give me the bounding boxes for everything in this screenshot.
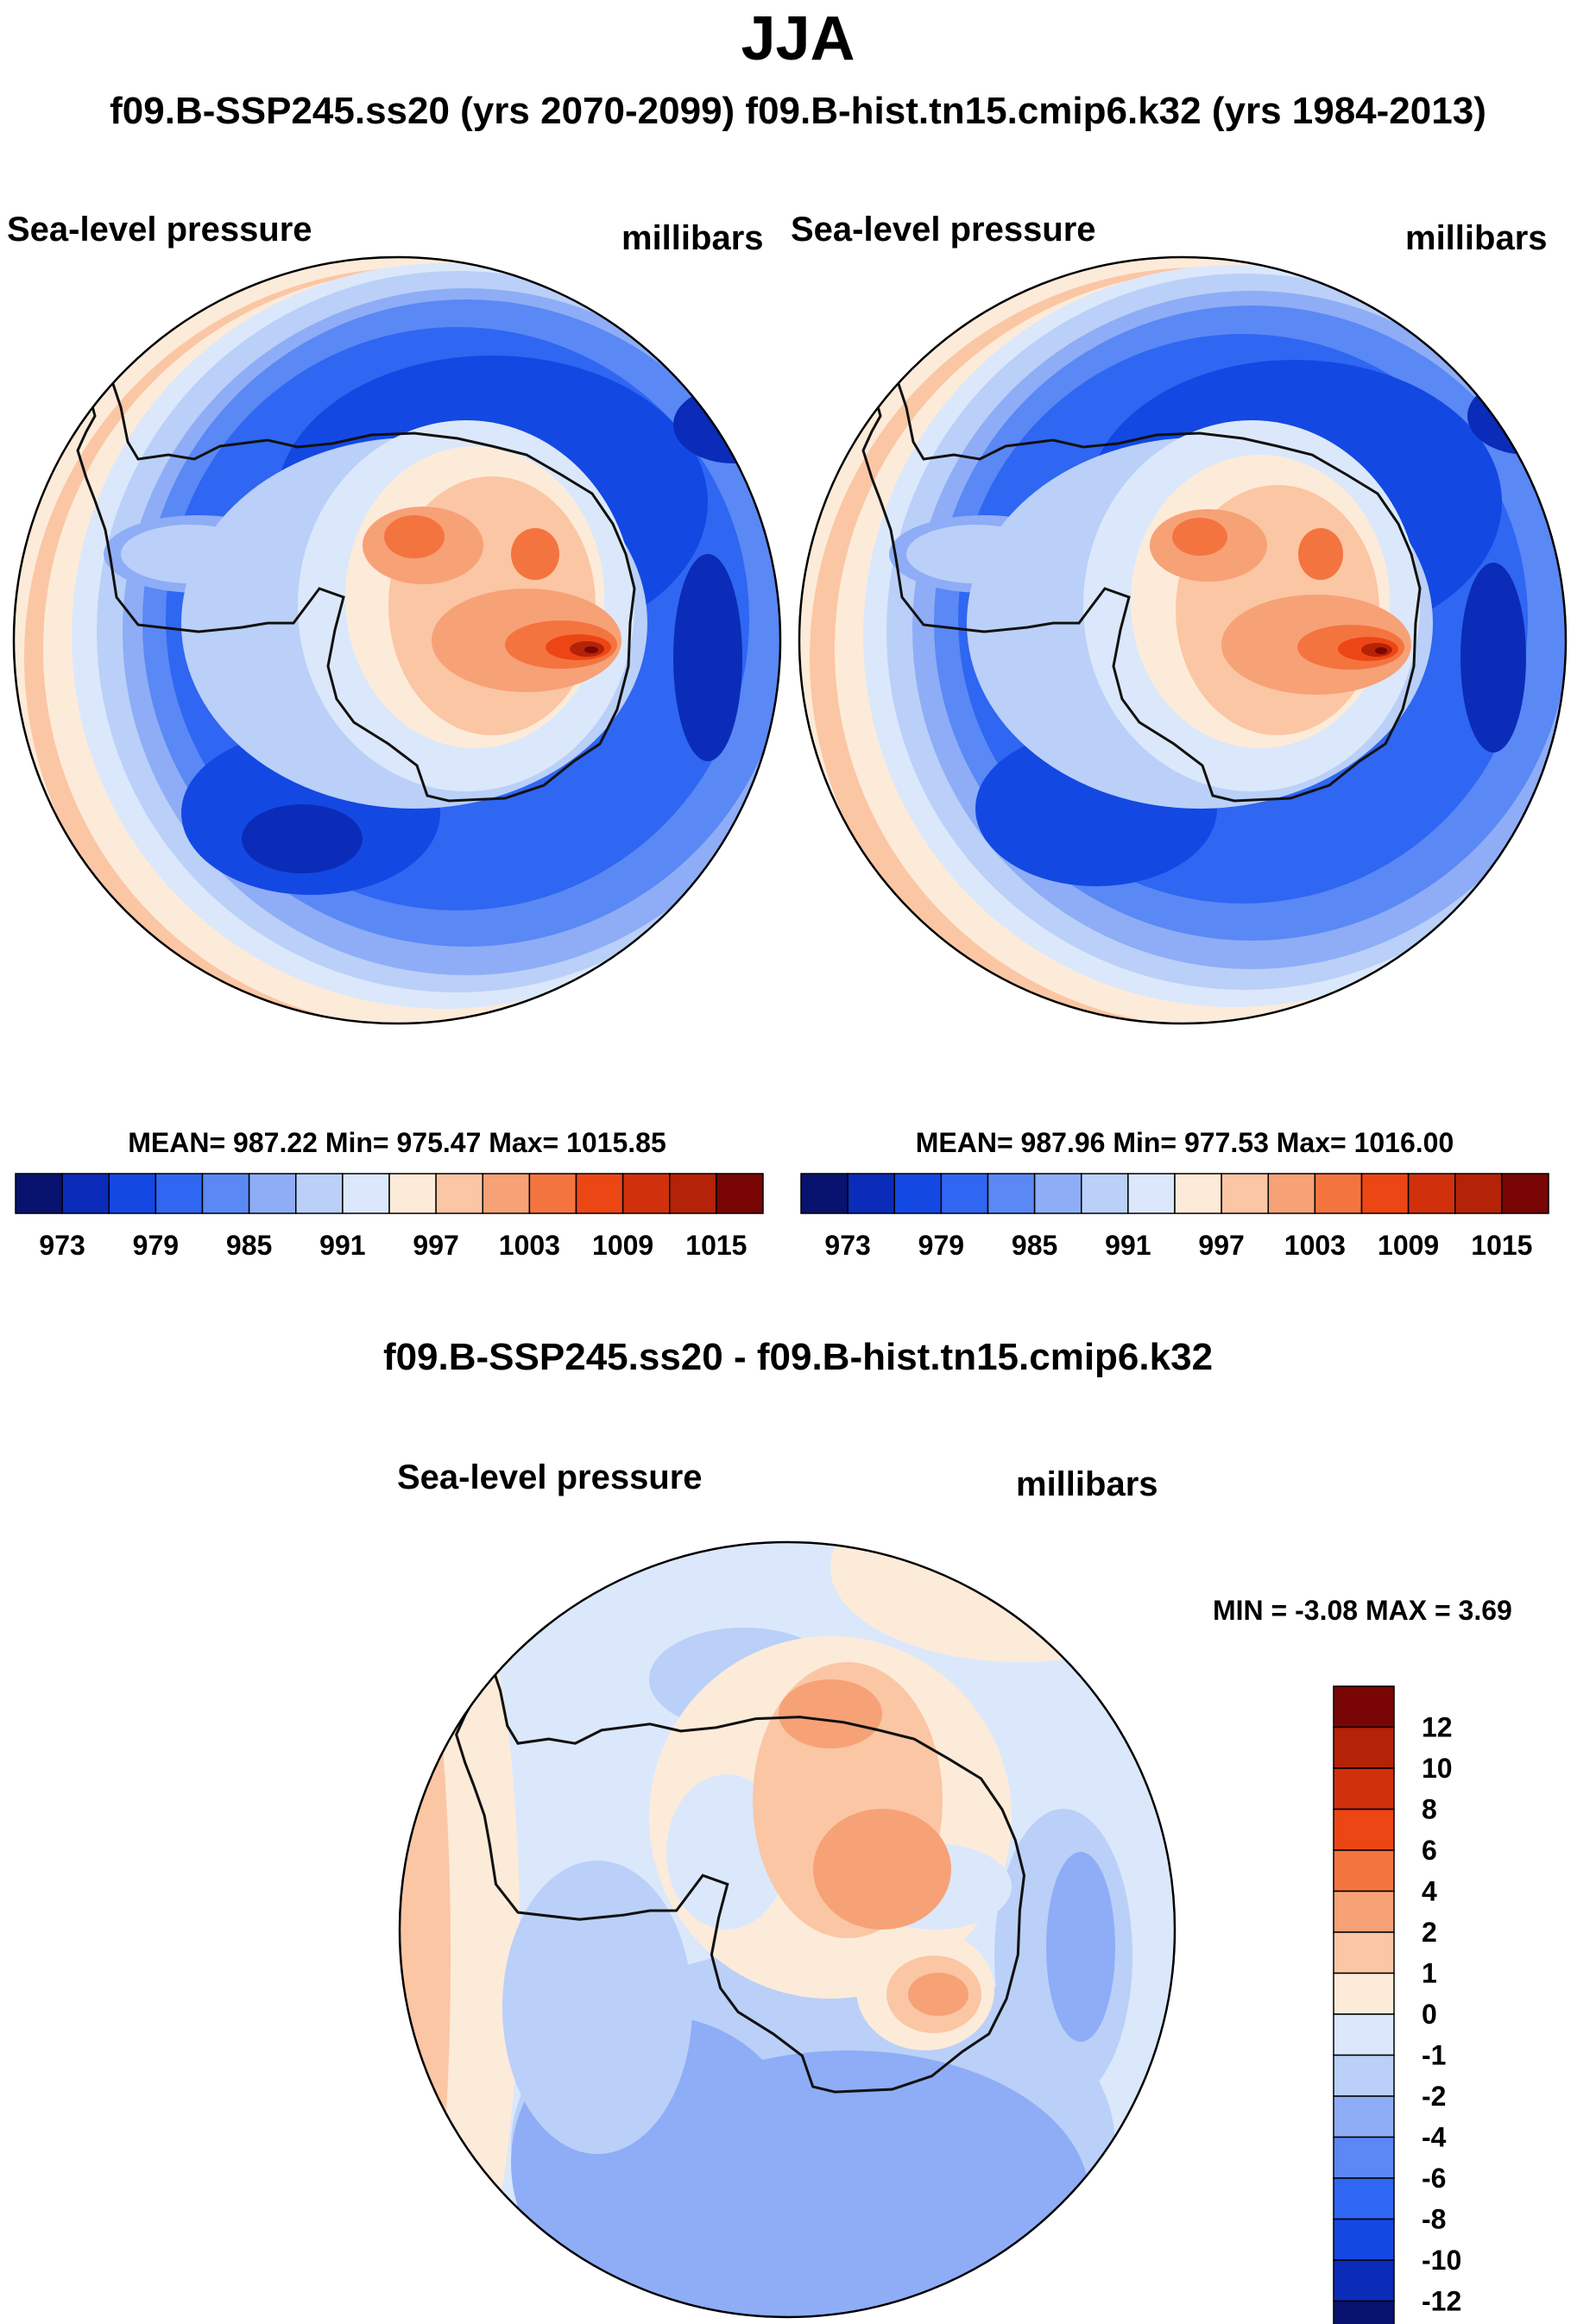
colorbar-a-swatch [248,1173,297,1214]
colorbar-a-swatch [15,1173,63,1214]
colorbar-a-swatch [201,1173,250,1214]
figure-title: JJA [741,4,855,73]
colorbar-c-tick-label: -4 [1422,2122,1447,2153]
colorbar-c-tick-label: -1 [1422,2040,1446,2071]
colorbar-c-swatch [1333,1849,1395,1893]
colorbar-b-swatch [847,1173,895,1214]
colorbar-a-swatch [342,1173,390,1214]
colorbar-c-tick-label: 1 [1422,1958,1437,1989]
colorbar-b-swatch [1081,1173,1129,1214]
colorbar-b-tick-label: 973 [824,1230,870,1261]
panel-c-units: millibars [1016,1465,1158,1503]
colorbar-c-tick-label: 2 [1422,1917,1437,1948]
colorbar-b-swatch [1267,1173,1316,1214]
colorbar-b-tick-label: 985 [1012,1230,1057,1261]
colorbar-a-tick-label: 979 [133,1230,179,1261]
panel-a-title: Sea-level pressure [7,211,312,249]
colorbar-c-swatch [1333,2218,1395,2261]
colorbar-c-tick-label: 0 [1422,1999,1437,2030]
colorbar-a-swatch [482,1173,531,1214]
panel-b-stats: MEAN= 987.96 Min= 977.53 Max= 1016.00 [915,1127,1454,1158]
colorbar-b-tick-label: 991 [1105,1230,1151,1261]
colorbar-c-swatch [1333,2095,1395,2138]
colorbar-b-swatch [1501,1173,1549,1214]
colorbar-b-swatch [987,1173,1036,1214]
colorbar-a-swatch [435,1173,483,1214]
difference-title: f09.B-SSP245.ss20 - f09.B-hist.tn15.cmip… [382,1336,1214,1378]
colorbar-b-swatch [893,1173,943,1214]
colorbar-c-tick-label: 10 [1422,1753,1453,1784]
colorbar-a-swatch [575,1173,624,1214]
colorbar-c-swatch [1333,1931,1395,1974]
colorbar-b-swatch [1174,1173,1222,1214]
colorbar-a-tick-label: 985 [226,1230,272,1261]
colorbar-a-swatch [295,1173,344,1214]
colorbar-c-swatch [1333,2259,1395,2302]
colorbar-c-swatch [1333,1972,1395,2015]
figure-subtitle: f09.B-SSP245.ss20 (yrs 2070-2099) f09.B-… [110,90,1486,132]
colorbar-c-swatch [1333,1808,1395,1851]
colorbar-c-tick-label: -6 [1422,2163,1446,2194]
panel-b-map [798,255,1568,1025]
panel-a-stats: MEAN= 987.22 Min= 975.47 Max= 1015.85 [128,1127,666,1158]
panel-a-map [12,255,782,1025]
colorbar-a-tick-label: 973 [39,1230,85,1261]
colorbar-a-swatch [621,1173,671,1214]
colorbar-c-swatch [1333,1685,1395,1729]
colorbar-c-swatch [1333,1890,1395,1933]
colorbar-a-tick-label: 1015 [685,1230,747,1261]
colorbar-b-tick-label: 1003 [1284,1230,1346,1261]
colorbar-b-swatch [1221,1173,1269,1214]
colorbar-a-swatch [155,1173,204,1214]
colorbar-c-swatch [1333,2177,1395,2220]
colorbar-b-swatch [1033,1173,1082,1214]
colorbar-c-tick-label: -12 [1422,2286,1461,2317]
colorbar-c-tick-label: 6 [1422,1835,1437,1866]
colorbar-a-swatch [528,1173,577,1214]
colorbar-c-swatch [1333,2136,1395,2179]
colorbar-b-tick-label: 1015 [1471,1230,1532,1261]
colorbar-a-swatch [716,1173,764,1214]
colorbar-b-swatch [1407,1173,1456,1214]
colorbar-b-tick-label: 997 [1198,1230,1244,1261]
colorbar-a-swatch [669,1173,717,1214]
colorbar-a-tick-label: 997 [413,1230,458,1261]
panel-c-title: Sea-level pressure [397,1458,703,1496]
colorbar-c-swatch [1333,1726,1395,1769]
colorbar-c-tick-label: -10 [1422,2245,1461,2276]
colorbar-a-swatch [388,1173,437,1214]
colorbar-c-tick-label: 4 [1422,1876,1437,1907]
colorbar-a-tick-label: 1003 [499,1230,560,1261]
colorbar-c-swatch [1333,2300,1395,2324]
colorbar-a-swatch [108,1173,157,1214]
colorbar-b-tick-label: 1009 [1378,1230,1439,1261]
colorbar-c-tick-label: 12 [1422,1712,1453,1743]
colorbar-b-swatch [1127,1173,1176,1214]
colorbar-c-tick-label: -8 [1422,2204,1446,2235]
colorbar-c-tick-label: 8 [1422,1794,1437,1825]
colorbar-b-swatch [1314,1173,1363,1214]
colorbar-a-tick-label: 1009 [592,1230,653,1261]
colorbar-c-tick-label: -2 [1422,2081,1446,2112]
panel-c-stats: MIN = -3.08 MAX = 3.69 [1213,1595,1512,1626]
panel-b-title: Sea-level pressure [791,211,1096,249]
panel-a-units: millibars [621,219,764,257]
colorbar-b-swatch [1360,1173,1410,1214]
colorbar-a-tick-label: 991 [319,1230,365,1261]
colorbar-b-swatch [1454,1173,1503,1214]
colorbar-b-swatch [940,1173,989,1214]
colorbar-c-swatch [1333,2013,1395,2056]
panel-c-map [398,1540,1176,2319]
colorbar-c-swatch [1333,1767,1395,1811]
colorbar-a-swatch [61,1173,110,1214]
panel-b-units: millibars [1405,219,1548,257]
colorbar-b-swatch [800,1173,848,1214]
colorbar-c-swatch [1333,2054,1395,2097]
colorbar-b-tick-label: 979 [918,1230,964,1261]
